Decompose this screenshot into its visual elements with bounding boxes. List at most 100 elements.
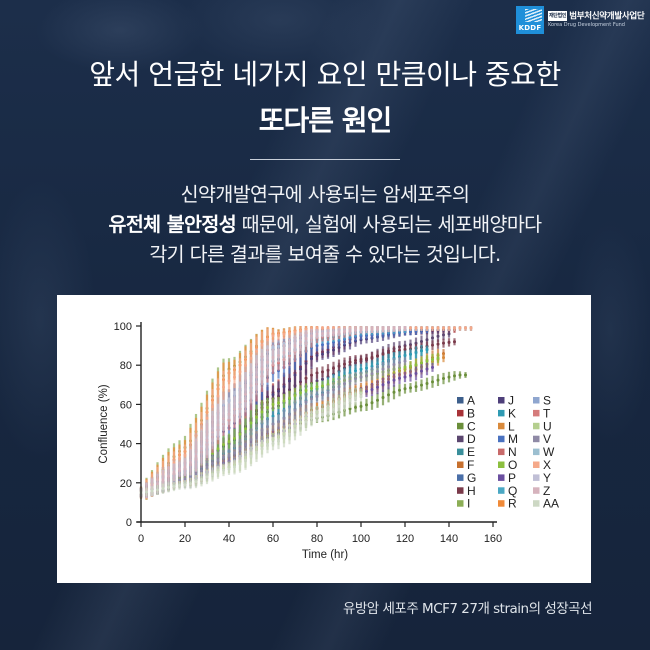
legend-item-L: L [498, 419, 515, 433]
x-axis-label: Time (hr) [302, 549, 348, 561]
svg-text:B: B [467, 406, 475, 420]
series-AA [139, 391, 363, 497]
kddf-logo: KDDF 재단법인 범부처신약개발사업단 Korea Drug Developme… [516, 6, 645, 34]
y-tick-label: 100 [114, 321, 132, 333]
svg-text:F: F [467, 458, 474, 472]
legend-item-U: U [533, 419, 552, 433]
x-tick-label: 160 [484, 533, 502, 545]
legend-swatch-icon [457, 409, 464, 417]
legend-item-D: D [457, 432, 476, 446]
chart-axes: 0 20 40 60 80 100 0 20 40 60 80 100 120 140 160 Time (h… [98, 321, 502, 561]
x-tick-label: 20 [179, 533, 191, 545]
legend-item-M: M [498, 432, 518, 446]
svg-text:R: R [508, 497, 517, 511]
legend-item-F: F [457, 458, 474, 472]
legend-item-W: W [533, 445, 555, 459]
legend-item-Q: Q [498, 484, 517, 498]
logo-stripes-icon [525, 9, 542, 22]
svg-text:P: P [508, 471, 516, 485]
legend-swatch-icon [533, 461, 540, 468]
body-emphasis: 유전체 불안정성 [108, 213, 237, 236]
legend-item-Y: Y [533, 471, 551, 485]
legend-item-B: B [457, 406, 475, 420]
series-Z [139, 326, 407, 498]
legend-swatch-icon [533, 500, 540, 507]
body-line-2-rest: 때문에, 실험에 사용되는 세포배양마다 [236, 213, 542, 236]
legend-swatch-icon [533, 409, 540, 417]
y-axis-label: Confluence (%) [98, 384, 110, 463]
svg-text:W: W [543, 445, 555, 459]
series-C [139, 371, 467, 497]
legend-item-O: O [498, 458, 517, 472]
legend-item-J: J [498, 394, 514, 408]
body-paragraph: 신약개발연구에 사용되는 암세포주의 유전체 불안정성 때문에, 실험에 사용되… [0, 180, 650, 270]
body-line-2: 유전체 불안정성 때문에, 실험에 사용되는 세포배양마다 [0, 210, 650, 240]
legend-swatch-icon [498, 461, 505, 468]
legend-item-E: E [457, 445, 475, 459]
legend-item-V: V [533, 432, 551, 446]
series-H [139, 338, 456, 498]
svg-text:U: U [543, 419, 552, 433]
body-line-3: 각기 다른 결과를 보여줄 수 있다는 것입니다. [149, 243, 501, 266]
legend-item-AA: AA [533, 497, 559, 511]
legend-swatch-icon [457, 500, 464, 507]
divider [250, 159, 400, 160]
headline: 앞서 언급한 네가지 요인 만큼이나 중요한 [89, 58, 561, 91]
x-tick-label: 100 [352, 533, 370, 545]
x-tick-label: 140 [440, 533, 458, 545]
svg-text:A: A [467, 394, 475, 408]
org-tag: 재단법인 [548, 11, 568, 22]
legend-swatch-icon [498, 448, 505, 456]
series-B [139, 326, 456, 498]
legend-swatch-icon [533, 435, 540, 443]
org-name-ko: 범부처신약개발사업단 [569, 11, 645, 22]
legend-item-I: I [457, 497, 470, 511]
svg-text:Z: Z [543, 484, 550, 498]
legend-item-T: T [533, 406, 551, 420]
legend-swatch-icon [457, 397, 464, 404]
legend-swatch-icon [457, 461, 464, 468]
legend-swatch-icon [498, 435, 505, 443]
y-tick-label: 0 [126, 517, 132, 529]
legend-swatch-icon [533, 448, 540, 456]
legend-item-X: X [533, 458, 551, 472]
legend-swatch-icon [457, 487, 464, 494]
y-tick-label: 40 [120, 439, 132, 451]
legend-item-G: G [457, 471, 476, 485]
y-tick-label: 20 [120, 478, 132, 490]
legend-swatch-icon [498, 397, 505, 404]
legend-swatch-icon [498, 474, 505, 481]
legend-swatch-icon [498, 487, 505, 494]
svg-text:K: K [508, 406, 516, 420]
legend-item-Z: Z [533, 484, 550, 498]
svg-text:C: C [467, 419, 476, 433]
legend-swatch-icon [533, 487, 540, 494]
legend-swatch-icon [498, 422, 505, 430]
legend-item-S: S [533, 394, 551, 408]
svg-text:G: G [467, 471, 476, 485]
org-name-en: Korea Drug Development Fund [548, 21, 625, 28]
body-line-1: 신약개발연구에 사용되는 암세포주의 [180, 183, 470, 206]
legend-swatch-icon [498, 500, 505, 507]
svg-text:S: S [543, 394, 551, 408]
legend-swatch-icon [457, 435, 464, 443]
x-tick-label: 80 [311, 533, 323, 545]
headline-emphasis: 또다른 원인 [258, 104, 393, 137]
growth-curve-chart: 0 20 40 60 80 100 0 20 40 60 80 100 120 140 160 Time (h… [57, 295, 591, 583]
svg-text:H: H [467, 484, 476, 498]
svg-text:X: X [543, 458, 551, 472]
x-tick-label: 0 [138, 533, 144, 545]
svg-text:O: O [508, 458, 517, 472]
legend-item-K: K [498, 406, 516, 420]
legend-swatch-icon [533, 422, 540, 430]
logo-mark-text: KDDF [518, 24, 542, 32]
kddf-logo-mark: KDDF [516, 6, 544, 34]
plot-series [139, 326, 473, 500]
x-tick-label: 60 [267, 533, 279, 545]
legend-item-N: N [498, 445, 517, 459]
y-tick-label: 60 [120, 399, 132, 411]
legend-swatch-icon [457, 474, 464, 481]
svg-text:D: D [467, 432, 476, 446]
legend-swatch-icon [457, 448, 464, 456]
svg-text:E: E [467, 445, 475, 459]
